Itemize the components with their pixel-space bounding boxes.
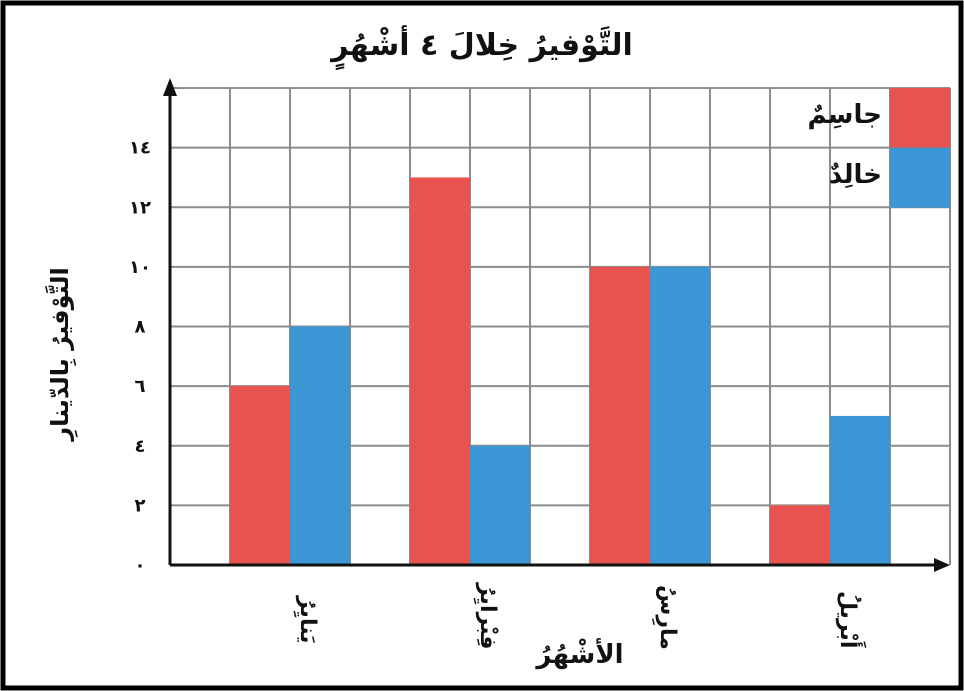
y-tick-labels: ٠ ٢ ٤ ٦ ٨ ١٠ ١٢ ١٤	[129, 138, 151, 576]
y-tick-label: ٦	[135, 376, 146, 397]
bar-series-1-4	[770, 505, 830, 565]
y-axis-label: التَّوْفيرُ بِالدّينارِ	[46, 267, 74, 441]
x-tick-label: فِبْرايِرُ	[475, 583, 500, 650]
x-axis-label: الأشْهُرُ	[536, 640, 624, 670]
x-axis-arrow	[934, 558, 950, 572]
y-tick-label: ٠	[135, 555, 146, 576]
x-tick-label: مارِسُ	[655, 585, 680, 650]
legend-label-1: جاسِمٌ	[807, 100, 882, 130]
legend-swatch-2	[890, 147, 950, 208]
legend-label-2: خالِدٌ	[828, 159, 882, 190]
axes	[163, 78, 950, 572]
legend-swatch-1	[890, 88, 950, 148]
y-tick-label: ٨	[135, 317, 146, 338]
y-tick-label: ٤	[135, 436, 146, 457]
bar-series-1-1	[230, 386, 290, 565]
bars	[230, 177, 890, 565]
bar-series-2-1	[290, 326, 350, 565]
bar-series-2-3	[650, 266, 710, 565]
y-tick-label: ١٤	[129, 138, 151, 159]
chart-title: التَّوْفيرُ خِلالَ ٤ أشْهُرٍ	[331, 28, 633, 63]
bar-series-1-3	[590, 266, 650, 565]
y-tick-label: ١٢	[129, 197, 151, 218]
bar-series-2-4	[830, 415, 890, 565]
y-tick-label: ٢	[135, 495, 146, 516]
legend	[890, 88, 950, 208]
bar-series-1-2	[410, 177, 470, 565]
y-axis-arrow	[163, 78, 177, 96]
x-tick-label: يَنايِرُ	[295, 596, 320, 644]
bar-series-2-2	[470, 445, 530, 565]
y-tick-label: ١٠	[129, 257, 151, 278]
x-tick-label: أَبْريلُ	[835, 591, 860, 649]
